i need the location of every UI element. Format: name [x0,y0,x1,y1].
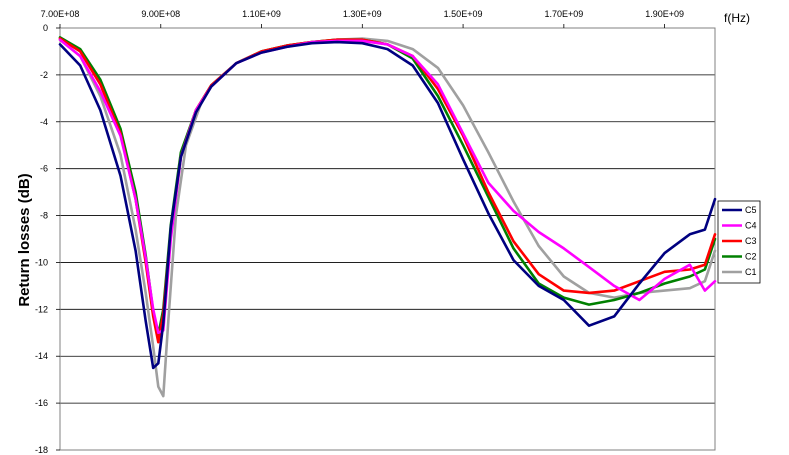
y-tick-label: -12 [35,304,48,314]
x-tick-label: 1.50E+09 [444,9,483,19]
legend-label-c2: C2 [745,252,757,262]
y-tick-label: -4 [40,117,48,127]
x-tick-label: 7.00E+08 [41,9,80,19]
y-tick-label: -18 [35,445,48,455]
x-tick-label: 1.90E+09 [645,9,684,19]
y-tick-label: -10 [35,257,48,267]
y-tick-label: -2 [40,70,48,80]
x-axis-unit-label: f(Hz) [724,11,750,25]
y-axis-ticks: 0 -2 -4 -6 -8 -10 -12 -14 -16 -18 [35,23,60,455]
x-tick-label: 9.00E+08 [141,9,180,19]
legend-label-c5: C5 [745,205,757,215]
x-tick-label: 1.10E+09 [242,9,281,19]
y-tick-label: -16 [35,398,48,408]
x-tick-label: 1.30E+09 [343,9,382,19]
y-tick-label: -8 [40,211,48,221]
y-tick-label: -6 [40,164,48,174]
y-axis-title: Return losses (dB) [16,173,33,306]
x-tick-label: 1.70E+09 [544,9,583,19]
series-lines [58,36,717,398]
legend-label-c3: C3 [745,236,757,246]
legend: C5 C4 C3 C2 C1 [717,200,761,284]
legend-label-c4: C4 [745,221,757,231]
series-line-c5 [58,40,717,370]
legend-label-c1: C1 [745,267,757,277]
x-axis-ticks: 7.00E+08 9.00E+08 1.10E+09 1.30E+09 1.50E+09… [41,9,684,28]
y-tick-label: -14 [35,351,48,361]
y-tick-label: 0 [43,23,48,33]
